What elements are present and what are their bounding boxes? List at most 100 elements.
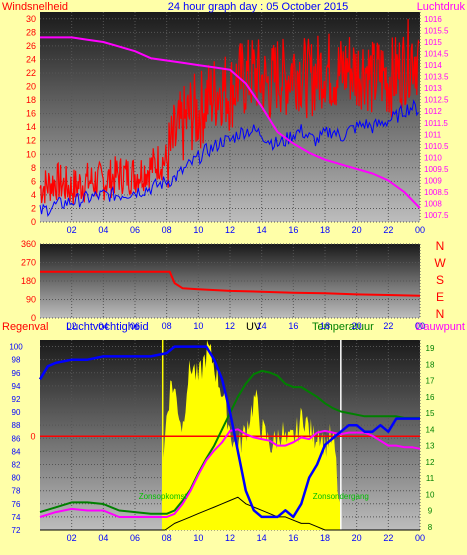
humidity-y-tick-90: 90 (12, 408, 21, 417)
climate-x-tick-16: 16 (288, 533, 298, 543)
direction-y-tick-270: 270 (21, 258, 36, 268)
direction-y-tick-360: 360 (21, 239, 36, 249)
direction-x-tick-16: 16 (288, 321, 298, 331)
wind-direction-line (40, 270, 421, 297)
humidity-y-tick-72: 72 (12, 526, 21, 535)
climate-x-tick-14: 14 (257, 533, 267, 543)
temperature-y-tick-19: 19 (426, 344, 435, 353)
wind-x-tick-10: 10 (193, 225, 203, 235)
pressure-y-tick-1015: 1015 (424, 38, 442, 47)
direction-y-tick-90: 90 (26, 295, 36, 305)
wind-y-tick-2: 2 (31, 203, 36, 213)
uv-label: UV (246, 321, 262, 333)
direction-x-tick-00: 00 (415, 321, 425, 331)
chart-labels: 24 hour graph day : 05 October 2015 Wind… (2, 1, 465, 543)
wind-y-tick-30: 30 (26, 14, 36, 24)
humidity-y-tick-80: 80 (12, 474, 21, 483)
wind-y-tick-8: 8 (31, 163, 36, 173)
pressure-y-tick-1010: 1010 (424, 153, 442, 162)
pressure-y-tick-1014.5: 1014.5 (424, 50, 449, 59)
pressure-y-tick-1013.5: 1013.5 (424, 73, 449, 82)
humidity-y-tick-76: 76 (12, 500, 21, 509)
direction-x-tick-22: 22 (383, 321, 393, 331)
wind-y-tick-14: 14 (26, 122, 36, 132)
temperature-y-tick-9: 9 (428, 507, 433, 516)
pressure-y-tick-1014: 1014 (424, 61, 442, 70)
climate-x-tick-10: 10 (193, 533, 203, 543)
compass-label-e-3: E (436, 290, 444, 304)
wind-speed-axis-label: Windsnelheid (2, 1, 68, 13)
temperature-y-tick-14: 14 (426, 425, 435, 434)
humidity-y-tick-86: 86 (12, 434, 21, 443)
rain-label: Regenval (2, 321, 48, 333)
wind-y-tick-26: 26 (26, 41, 36, 51)
pressure-axis-label: Luchtdruk (417, 1, 466, 13)
wind-y-tick-12: 12 (26, 136, 36, 146)
pressure-y-tick-1009: 1009 (424, 176, 442, 185)
dewpoint-label: Dauwpunt (415, 321, 465, 333)
direction-x-tick-02: 02 (67, 321, 77, 331)
chart-marks (38, 18, 421, 531)
pressure-y-tick-1016: 1016 (424, 15, 442, 24)
rain-y-tick-0: 0 (30, 431, 35, 441)
direction-x-tick-04: 04 (98, 321, 108, 331)
sunset-label: Zonsondergang (313, 492, 369, 501)
humidity-label: Luchtvochtigheid (66, 321, 149, 333)
wind-y-tick-6: 6 (31, 176, 36, 186)
humidity-y-tick-74: 74 (12, 513, 21, 522)
dewpoint-line (39, 428, 421, 518)
climate-x-tick-08: 08 (162, 533, 172, 543)
wind-x-tick-18: 18 (320, 225, 330, 235)
wind-y-tick-10: 10 (26, 149, 36, 159)
direction-y-tick-0: 0 (31, 313, 36, 323)
wind-x-tick-16: 16 (288, 225, 298, 235)
direction-x-tick-18: 18 (320, 321, 330, 331)
pressure-y-tick-1010.5: 1010.5 (424, 142, 449, 151)
pressure-y-tick-1007.5: 1007.5 (424, 211, 449, 220)
climate-x-tick-12: 12 (225, 533, 235, 543)
wind-gust-line (39, 18, 420, 205)
temperature-y-tick-18: 18 (426, 360, 435, 369)
direction-x-tick-10: 10 (193, 321, 203, 331)
wind-y-tick-4: 4 (31, 190, 36, 200)
compass-label-s-2: S (436, 273, 444, 287)
humidity-y-tick-94: 94 (12, 382, 21, 391)
temperature-y-tick-16: 16 (426, 393, 435, 402)
chart-title: 24 hour graph day : 05 October 2015 (168, 1, 348, 13)
climate-x-tick-04: 04 (98, 533, 108, 543)
pressure-y-tick-1008.5: 1008.5 (424, 188, 449, 197)
humidity-y-tick-82: 82 (12, 460, 21, 469)
wind-x-tick-12: 12 (225, 225, 235, 235)
humidity-y-tick-92: 92 (12, 395, 21, 404)
wind-y-tick-16: 16 (26, 109, 36, 119)
uv-area (162, 340, 341, 530)
pressure-y-tick-1012.5: 1012.5 (424, 96, 449, 105)
wind-y-tick-24: 24 (26, 54, 36, 64)
direction-y-tick-180: 180 (21, 276, 36, 286)
wind-x-tick-20: 20 (352, 225, 362, 235)
direction-x-tick-06: 06 (130, 321, 140, 331)
climate-x-tick-02: 02 (67, 533, 77, 543)
wind-y-tick-22: 22 (26, 68, 36, 78)
wind-x-tick-08: 08 (162, 225, 172, 235)
humidity-y-tick-98: 98 (12, 356, 21, 365)
compass-label-n-4: N (436, 307, 445, 321)
wind-x-tick-14: 14 (257, 225, 267, 235)
humidity-y-tick-100: 100 (9, 343, 23, 352)
pressure-y-tick-1011: 1011 (424, 130, 442, 139)
humidity-y-tick-88: 88 (12, 421, 21, 430)
direction-x-tick-12: 12 (225, 321, 235, 331)
climate-x-tick-00: 00 (415, 533, 425, 543)
direction-x-tick-14: 14 (257, 321, 267, 331)
climate-x-tick-06: 06 (130, 533, 140, 543)
wind-average-line (39, 99, 419, 218)
wind-x-tick-00: 00 (415, 225, 425, 235)
humidity-y-tick-84: 84 (12, 447, 21, 456)
direction-x-tick-20: 20 (352, 321, 362, 331)
wind-y-tick-28: 28 (26, 27, 36, 37)
temperature-y-tick-8: 8 (428, 523, 433, 532)
humidity-y-tick-96: 96 (12, 369, 21, 378)
pressure-y-tick-1011.5: 1011.5 (424, 119, 448, 128)
humidity-line (38, 345, 420, 519)
